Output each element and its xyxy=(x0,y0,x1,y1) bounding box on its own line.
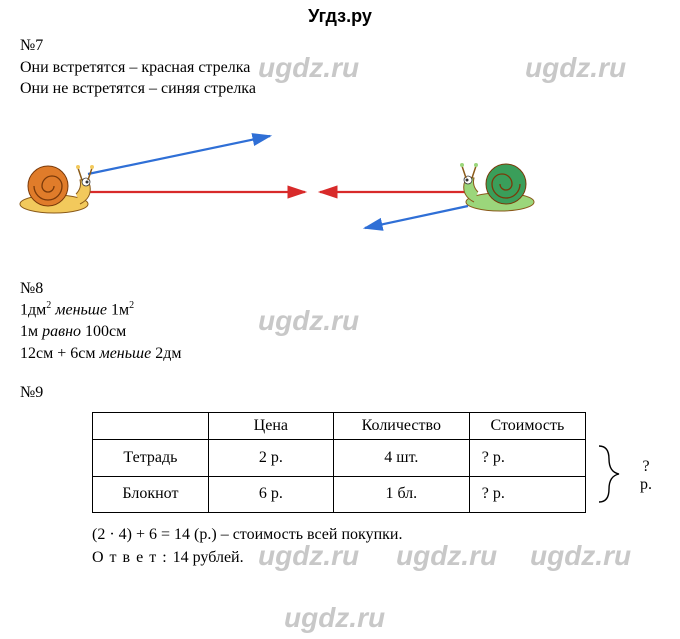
cell-cost-1: ? р. xyxy=(469,476,585,513)
cell-cost-0: ? р. xyxy=(469,440,585,477)
answer-value: 14 рублей. xyxy=(173,549,244,566)
snail-icon xyxy=(10,148,96,214)
snail-icon xyxy=(458,146,544,212)
q8-l1-a: 1дм xyxy=(20,302,46,319)
answer-block: (2 · 4) + 6 = 14 (р.) – стоимость всей п… xyxy=(92,523,660,569)
q8-l2-c: 100см xyxy=(81,323,126,340)
q7-number: №7 xyxy=(20,35,660,57)
arrow xyxy=(365,206,468,228)
col-blank xyxy=(93,413,209,440)
cell-name-0: Тетрадь xyxy=(93,440,209,477)
table-header-row: Цена Количество Стоимость xyxy=(93,413,661,440)
q8-number: №8 xyxy=(20,278,660,300)
calc-line: (2 · 4) + 6 = 14 (р.) – стоимость всей п… xyxy=(92,523,660,546)
col-cost: Стоимость xyxy=(469,413,585,440)
table-row: Блокнот 6 р. 1 бл. ? р. xyxy=(93,476,661,513)
question-7: №7 Они встретятся – красная стрелка Они … xyxy=(20,35,660,228)
brace-cell xyxy=(586,440,632,513)
q8-l2-a: 1м xyxy=(20,323,42,340)
arrow xyxy=(88,136,270,174)
q8-l1-b: меньше xyxy=(51,302,107,319)
snail-diagram xyxy=(10,118,610,228)
q7-line2: Они не встретятся – синяя стрелка xyxy=(20,78,660,100)
col-price: Цена xyxy=(208,413,333,440)
cell-price-1: 6 р. xyxy=(208,476,333,513)
total-cost-question: ? р. xyxy=(632,440,660,513)
cell-price-0: 2 р. xyxy=(208,440,333,477)
q8-line3: 12см + 6см меньше 2дм xyxy=(20,343,660,365)
question-8: №8 1дм2 меньше 1м2 1м равно 100см 12см +… xyxy=(20,278,660,365)
brace-header-spacer xyxy=(586,413,632,440)
watermark: ugdz.ru xyxy=(284,602,385,634)
q8-l2-b: равно xyxy=(42,323,81,340)
sup-2b: 2 xyxy=(129,300,134,311)
table-row: Тетрадь 2 р. 4 шт. ? р. ? р. xyxy=(93,440,661,477)
answer-label: О т в е т : xyxy=(92,549,173,566)
q9-number: №9 xyxy=(20,382,660,404)
q7-line1: Они встретятся – красная стрелка xyxy=(20,57,660,79)
brace-icon xyxy=(596,444,622,504)
col-qty: Количество xyxy=(333,413,469,440)
answer-line: О т в е т : 14 рублей. xyxy=(92,546,660,569)
page-brand: Угдз.ру xyxy=(0,0,680,27)
content: №7 Они встретятся – красная стрелка Они … xyxy=(0,35,680,569)
cell-qty-0: 4 шт. xyxy=(333,440,469,477)
cell-name-1: Блокнот xyxy=(93,476,209,513)
snail-left xyxy=(10,148,96,219)
q8-line2: 1м равно 100см xyxy=(20,321,660,343)
total-header-spacer xyxy=(632,413,660,440)
q8-line1: 1дм2 меньше 1м2 xyxy=(20,299,660,321)
q8-l3-c: 2дм xyxy=(151,345,181,362)
cost-table: Цена Количество Стоимость Тетрадь 2 р. 4… xyxy=(92,412,660,513)
cell-qty-1: 1 бл. xyxy=(333,476,469,513)
q8-l3-a: 12см + 6см xyxy=(20,345,99,362)
q8-l3-b: меньше xyxy=(99,345,151,362)
q8-l1-c: 1м xyxy=(107,302,129,319)
question-9: №9 Цена Количество Стоимость Тетрадь 2 р… xyxy=(20,382,660,569)
snail-right xyxy=(458,146,544,217)
